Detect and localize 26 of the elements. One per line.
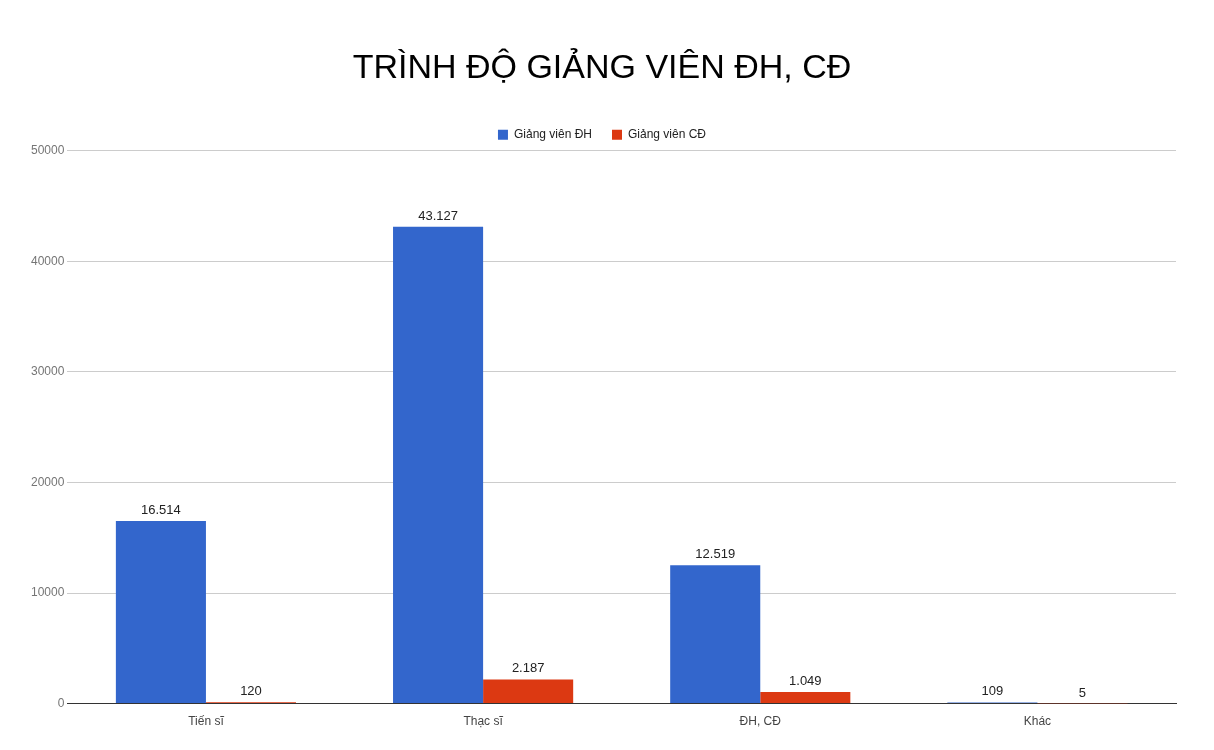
data-label: 43.127 <box>418 207 458 223</box>
x-tick-label: Tiến sĩ <box>188 714 225 729</box>
x-tick-label: Khác <box>1023 714 1052 729</box>
bar <box>115 521 206 704</box>
data-label: 1.049 <box>789 673 822 689</box>
x-tick-label: ĐH, CĐ <box>739 714 782 729</box>
legend-label: Giảng viên CĐ <box>628 127 707 142</box>
bar <box>393 226 484 704</box>
y-tick-label: 30000 <box>30 364 65 379</box>
bar <box>483 679 574 704</box>
data-label: 12.519 <box>695 546 736 562</box>
y-tick-label: 10000 <box>30 585 65 600</box>
data-label: 16.514 <box>141 502 181 518</box>
y-tick-label: 50000 <box>30 143 65 158</box>
bar <box>670 565 761 704</box>
y-tick-label: 0 <box>57 695 65 710</box>
chart-title: TRÌNH ĐỘ GIẢNG VIÊN ĐH, CĐ <box>352 46 852 85</box>
y-tick-label: 20000 <box>30 474 65 489</box>
legend-label: Giảng viên ĐH <box>513 127 593 142</box>
bar <box>760 692 851 704</box>
y-tick-label: 40000 <box>30 253 65 268</box>
data-label: 120 <box>240 683 262 699</box>
data-label: 2.187 <box>511 660 545 676</box>
data-label: 109 <box>981 683 1004 699</box>
data-label: 5 <box>1078 684 1087 700</box>
x-tick-label: Thạc sĩ <box>463 714 504 729</box>
